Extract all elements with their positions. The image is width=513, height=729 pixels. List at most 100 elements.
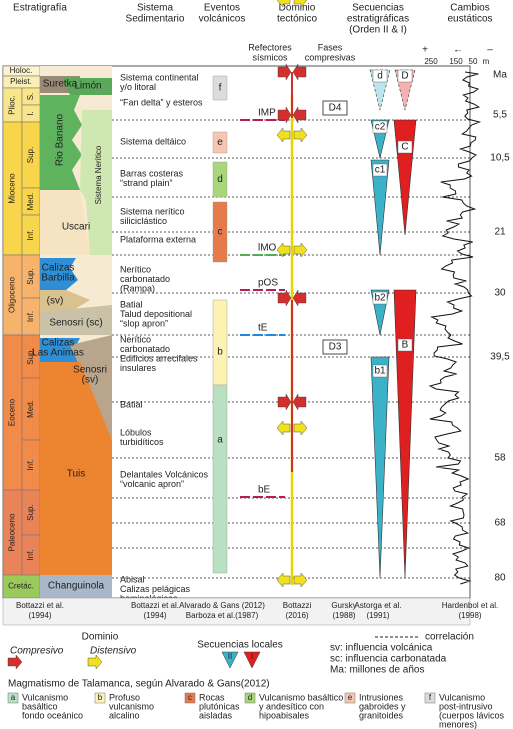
- sedimentary-label: Batial: [120, 399, 143, 409]
- source-label: Bottazzi: [283, 601, 312, 610]
- sedimentary-label: Edificios arrecifales: [120, 353, 198, 363]
- legend-text: Vulcanismo: [22, 692, 68, 702]
- column-header: Sistema: [137, 3, 174, 14]
- legend-text: Profuso: [109, 692, 140, 702]
- reflector-label: IMP: [258, 108, 276, 119]
- formation-label: Rio Banano: [55, 113, 66, 166]
- legend-key: f: [429, 693, 432, 702]
- formation-senosri-sc: [40, 305, 112, 335]
- sequence-label: c1: [375, 165, 386, 176]
- source-row: [2, 597, 471, 626]
- source-label: Hardenbol et al.: [442, 601, 498, 610]
- formation-label: Las Animas: [32, 348, 84, 359]
- period-label: Plioc.: [8, 95, 17, 115]
- sequence-label-bg: [397, 140, 413, 154]
- ma-label: 58: [494, 453, 506, 464]
- volcanic-event-label: f: [219, 83, 222, 94]
- legend-label: Dominio: [82, 632, 119, 643]
- formation-label: Sistema Nerítico: [94, 145, 103, 204]
- legend-key: b: [98, 693, 103, 702]
- sedimentary-label: Nerítico: [120, 264, 151, 274]
- phase-box: [322, 339, 348, 355]
- scale-sign: +: [422, 45, 428, 56]
- formation-changuinola: [40, 575, 112, 598]
- sedimentary-label: Batial: [120, 299, 143, 309]
- distensive-arrow: [293, 0, 308, 8]
- eustatic-curve: [428, 71, 482, 585]
- volcanic-event-label: c: [218, 227, 223, 238]
- volcanic-event: [212, 161, 228, 198]
- sedimentary-label: Sistema continental: [120, 72, 199, 82]
- source-label: Bottazzi et al.: [16, 601, 64, 610]
- legend-key: e: [348, 693, 353, 702]
- period-label: Cretác.: [8, 582, 34, 591]
- formation-label: Changuinola: [48, 581, 105, 592]
- column-header: Secuencias: [352, 3, 404, 14]
- scale-label: 250: [424, 57, 438, 66]
- source-label: Astorga et al.: [354, 601, 401, 610]
- sedimentary-label: Plataforma externa: [120, 234, 196, 244]
- reflector-label: bE: [258, 485, 271, 496]
- column-header: Sedimentario: [126, 14, 185, 25]
- legend-key: d: [248, 693, 252, 702]
- legend-text: Intrusiones: [359, 692, 404, 702]
- source-label: (1991): [366, 611, 389, 620]
- scale-label: m: [483, 57, 490, 66]
- epoch-label: S.: [26, 93, 35, 101]
- legend-swatch: [244, 692, 256, 704]
- sequence-triangle: [370, 159, 390, 256]
- period-label: Eoceno: [8, 398, 17, 426]
- legend-text: post-intrusivo: [439, 701, 493, 711]
- legend-text: hipoabisales: [259, 710, 310, 720]
- formation-label: Tuis: [67, 469, 86, 480]
- formation-animas: [40, 338, 80, 362]
- column-header: Dominio: [279, 3, 316, 14]
- formation-rio-banano: [40, 95, 82, 190]
- ma-label: 80: [494, 573, 506, 584]
- legend-text: plutónicas: [199, 701, 240, 711]
- formation-label: (sv): [47, 296, 64, 307]
- legend-label: Distensivo: [90, 646, 137, 657]
- volcanic-event-label: b: [217, 347, 223, 358]
- sedimentary-label: insulares: [120, 363, 157, 373]
- source-label: Alvarado & Gans (2012): [179, 601, 265, 610]
- sequence-label: b1: [374, 366, 386, 377]
- column-header: eustáticos: [447, 14, 492, 25]
- legend-text: alcalino: [109, 710, 140, 720]
- compressive-arrow: [292, 393, 307, 411]
- distensive-arrow: [293, 242, 308, 258]
- distensive-arrow: [293, 572, 308, 588]
- column-header: Cambios: [450, 3, 489, 14]
- legend-swatch: [7, 692, 19, 704]
- legend-text: Vulcanismo: [439, 692, 485, 702]
- sequence-triangle: [370, 356, 390, 579]
- legend-label: sv: influencia volcánica: [330, 643, 433, 654]
- distensive-arrow: [276, 0, 291, 8]
- scale-label: 50: [469, 57, 478, 66]
- sedimentary-label: y/o litoral: [120, 82, 156, 92]
- epoch-label: I.: [26, 111, 35, 115]
- epoch-label: Inf.: [26, 549, 35, 560]
- source-label: (1994): [143, 611, 166, 620]
- legend-text: menores): [439, 719, 477, 729]
- volcanic-event: [212, 201, 228, 263]
- ma-label: 21: [494, 227, 506, 238]
- sequence-label-bg: [372, 364, 388, 378]
- sequence-label: c2: [375, 122, 386, 133]
- ma-label: 68: [494, 518, 506, 529]
- period-label: Paleoceno: [8, 513, 17, 551]
- epoch-label: Sup.: [26, 147, 35, 163]
- sedimentary-label: (Rampa): [120, 283, 155, 293]
- legend-text: fondo oceánico: [22, 710, 83, 720]
- column-header: (Orden II & I): [349, 25, 407, 36]
- source-label: (1998): [458, 611, 481, 620]
- phase-label: D4: [329, 103, 342, 114]
- sedimentary-label: Lóbulos: [120, 427, 152, 437]
- column-header: estratigráficas: [347, 14, 409, 25]
- volcanic-event-label: e: [217, 137, 223, 148]
- distensive-arrow: [293, 127, 308, 143]
- legend-key: c: [188, 693, 192, 702]
- legend-label: I: [251, 652, 253, 661]
- sedimentary-label: “Fan delta” y esteros: [120, 97, 203, 107]
- scale-sign: –: [487, 45, 493, 56]
